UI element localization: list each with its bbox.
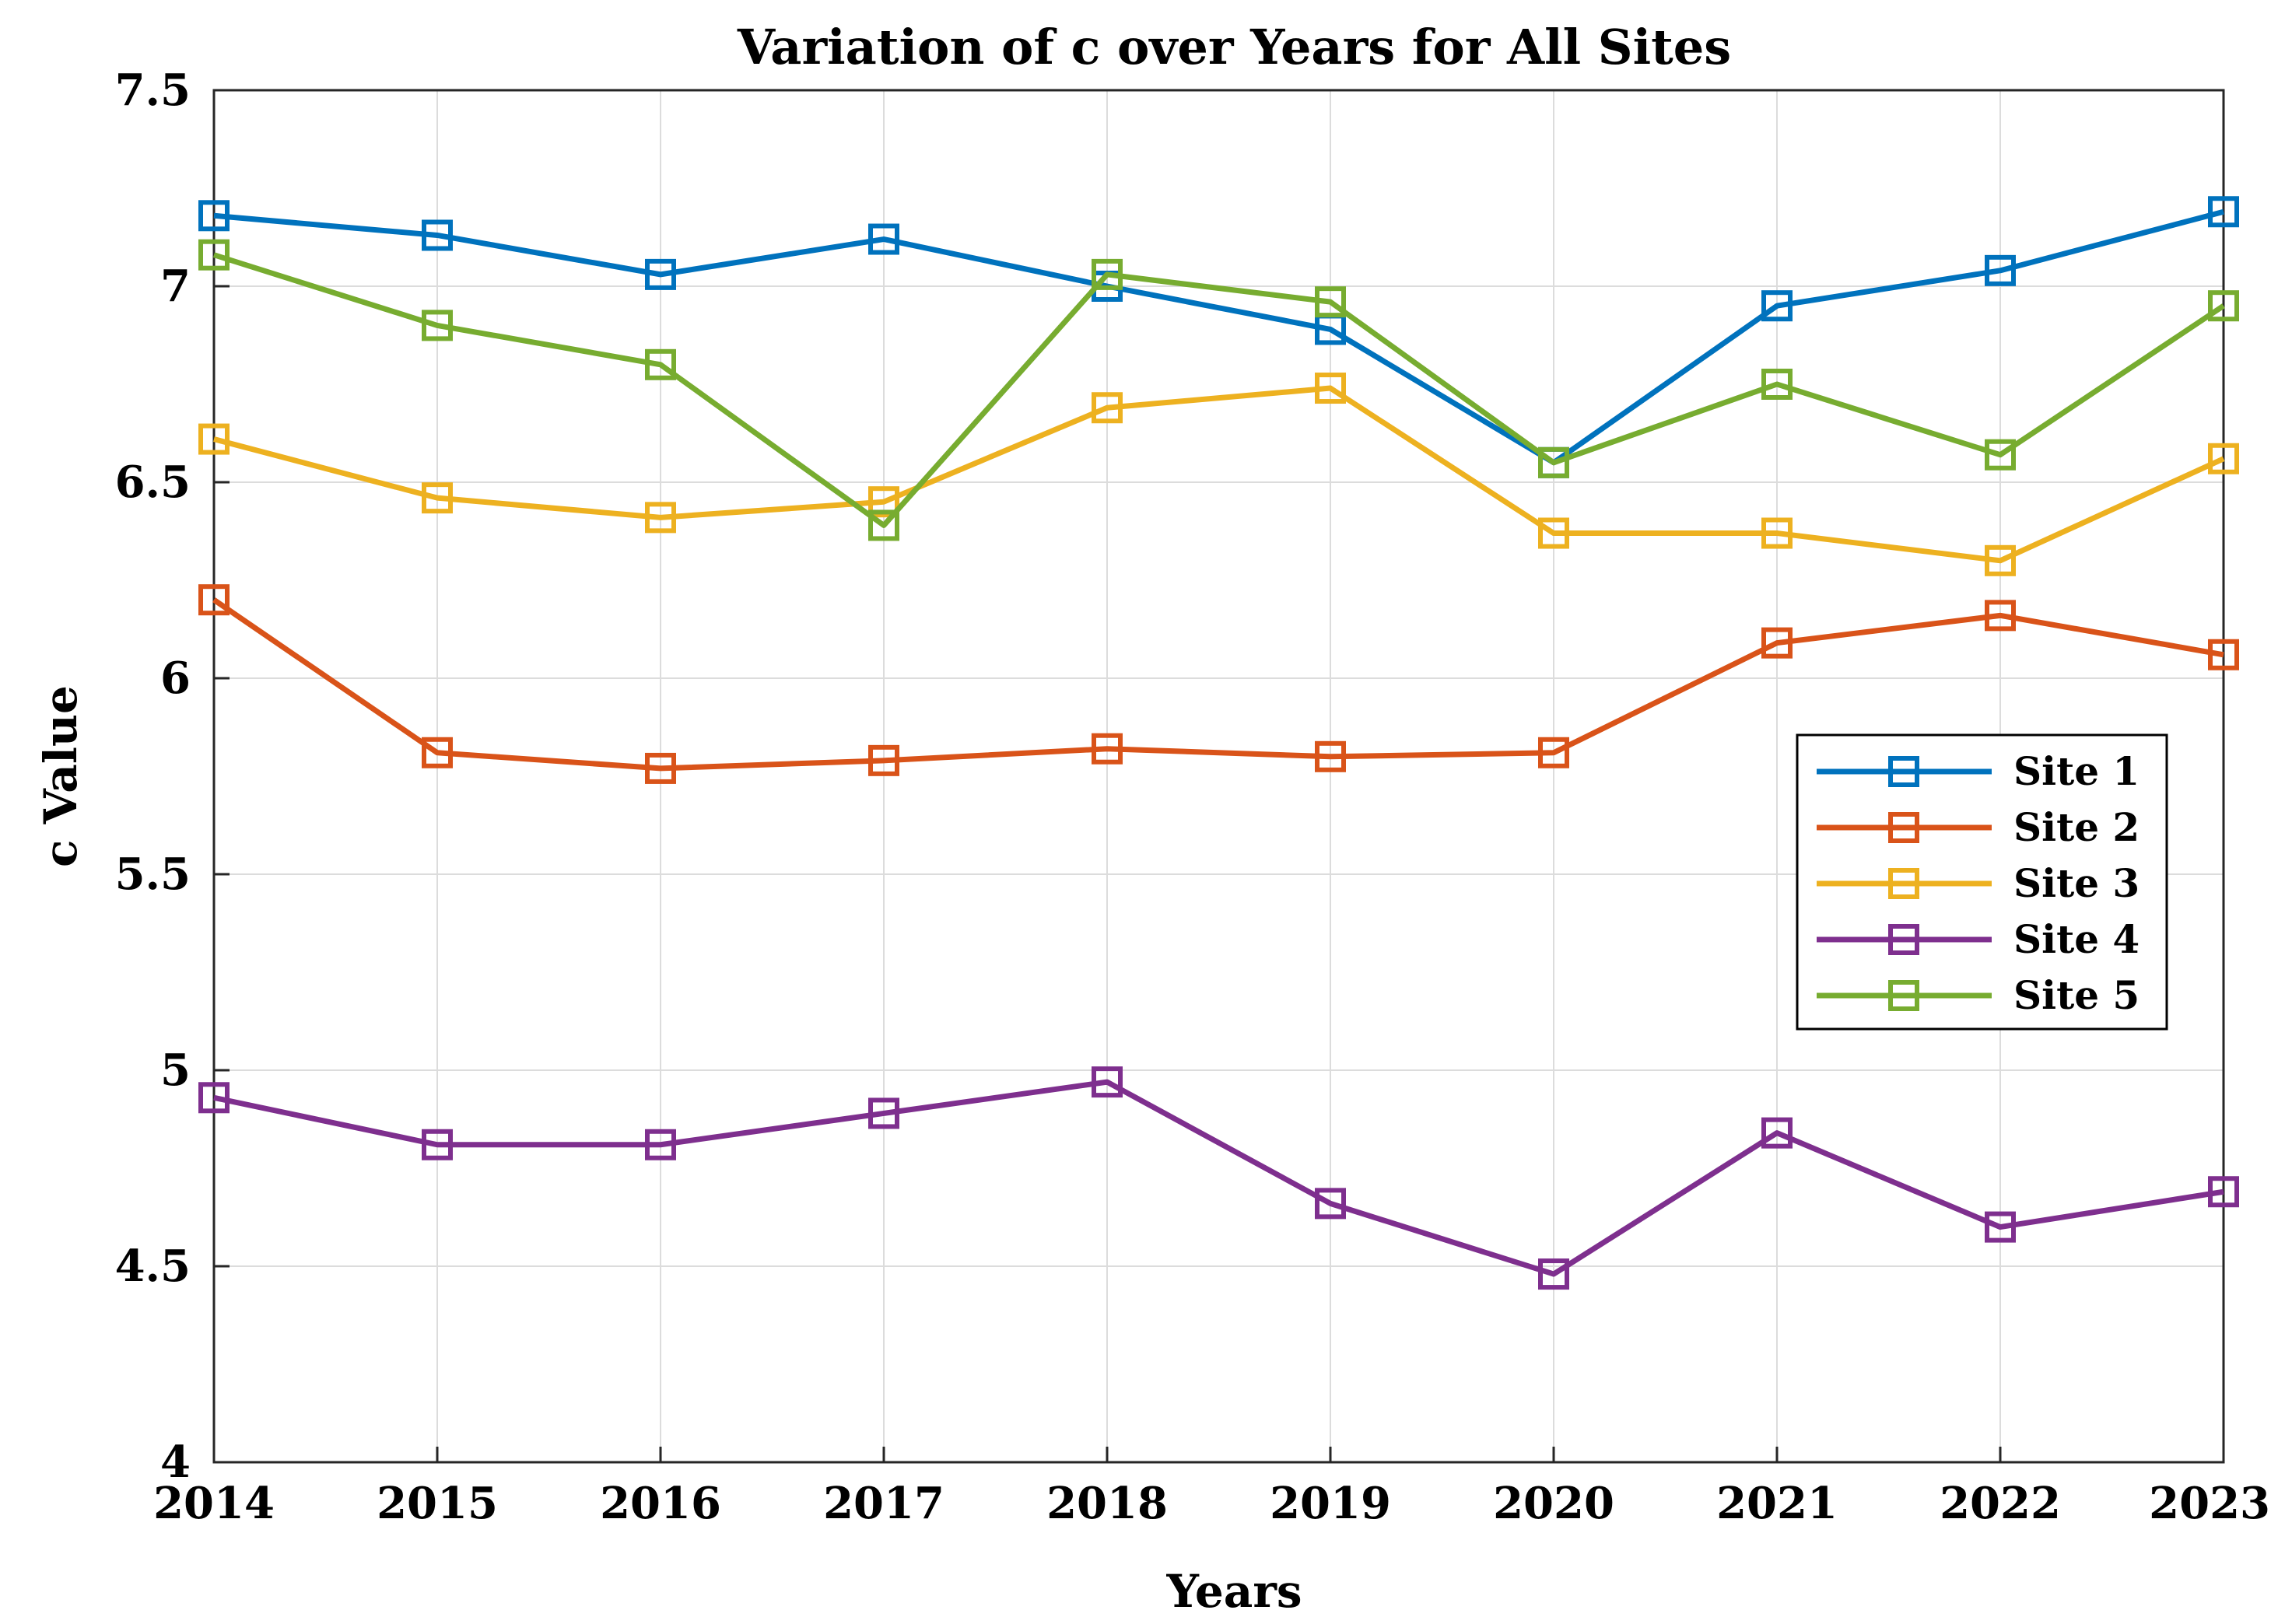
x-tick-label: 2019 — [1270, 1478, 1391, 1529]
y-tick-label: 4 — [160, 1437, 191, 1488]
legend-item: Site 1 — [1817, 748, 2140, 794]
legend-marker-swatch — [1888, 980, 1919, 1011]
data-point-marker — [1761, 627, 1793, 659]
x-tick-label: 2015 — [377, 1478, 498, 1529]
x-tick-label: 2021 — [1716, 1478, 1838, 1529]
data-point-marker — [1092, 392, 1123, 424]
data-point-marker — [1761, 517, 1793, 549]
legend-label: Site 5 — [2013, 972, 2140, 1018]
data-point-marker — [1092, 258, 1123, 290]
data-point-marker — [868, 223, 899, 255]
data-point-marker — [1538, 517, 1569, 549]
data-point-marker — [1538, 737, 1569, 768]
data-point-marker — [868, 744, 899, 776]
series-site-3 — [198, 373, 2239, 576]
x-tick-label: 2016 — [600, 1478, 721, 1529]
data-point-marker — [868, 486, 899, 518]
legend-label: Site 3 — [2013, 860, 2140, 906]
data-point-marker — [422, 219, 453, 251]
legend-item: Site 2 — [1817, 804, 2140, 850]
data-point-marker — [422, 482, 453, 514]
data-point-marker — [422, 1129, 453, 1160]
data-point-marker — [1315, 740, 1346, 772]
series-site-2 — [198, 584, 2239, 784]
data-point-marker — [645, 258, 676, 290]
legend-item: Site 4 — [1817, 916, 2140, 962]
x-tick-label: 2023 — [2149, 1478, 2270, 1529]
data-point-marker — [645, 348, 676, 380]
y-tick-label: 5 — [160, 1045, 191, 1096]
data-point-marker — [1315, 1188, 1346, 1220]
legend-label: Site 4 — [2013, 916, 2140, 962]
series-line — [212, 597, 2224, 772]
series-site-4 — [198, 1066, 2239, 1290]
data-point-marker — [198, 239, 230, 271]
data-point-marker — [1538, 1258, 1569, 1290]
data-point-marker — [1092, 1066, 1123, 1098]
legend-label: Site 2 — [2013, 804, 2140, 850]
data-point-marker — [2208, 1176, 2239, 1208]
y-tick-label: 5.5 — [115, 849, 191, 900]
data-point-marker — [1985, 600, 2016, 632]
series-site-5 — [198, 239, 2239, 541]
data-point-marker — [1315, 373, 1346, 404]
series-line — [213, 385, 2225, 564]
data-point-marker — [1315, 286, 1346, 318]
legend-marker-swatch — [1888, 924, 1919, 955]
data-point-marker — [1761, 1117, 1793, 1149]
data-point-marker — [198, 584, 230, 616]
data-point-marker — [198, 200, 230, 232]
legend-marker-swatch — [1888, 868, 1919, 899]
data-point-marker — [868, 1097, 899, 1129]
data-point-marker — [2208, 443, 2239, 474]
data-point-marker — [198, 1082, 230, 1114]
chart-title: Variation of c over Years for All Sites — [737, 19, 1731, 75]
series-lines — [198, 196, 2239, 1290]
y-tick-label: 4.5 — [115, 1241, 191, 1292]
data-point-marker — [645, 752, 676, 784]
legend: Site 1 Site 2 Site 3 Site 4 Site 5 — [1796, 733, 2168, 1031]
series-line — [213, 1079, 2224, 1277]
data-point-marker — [1985, 254, 2016, 286]
data-point-marker — [1538, 446, 1569, 478]
data-point-marker — [2208, 290, 2239, 322]
data-point-marker — [1985, 1211, 2016, 1243]
y-tick-label: 6 — [160, 653, 191, 704]
data-point-marker — [1985, 439, 2016, 471]
data-point-marker — [2208, 639, 2239, 670]
legend-marker-swatch — [1888, 812, 1919, 843]
y-tick-label: 7 — [160, 261, 191, 312]
data-point-marker — [1761, 290, 1793, 322]
y-tick-label: 6.5 — [115, 457, 191, 508]
legend-marker-swatch — [1888, 756, 1919, 787]
x-axis-label: Years — [1165, 1565, 1302, 1618]
x-tick-label: 2022 — [1940, 1478, 2061, 1529]
data-point-marker — [422, 310, 453, 341]
x-tick-label: 2018 — [1046, 1478, 1168, 1529]
series-line — [212, 252, 2225, 528]
data-point-marker — [1092, 733, 1123, 765]
legend-item: Site 5 — [1817, 972, 2140, 1018]
x-tick-label: 2014 — [153, 1478, 275, 1529]
x-tick-label: 2017 — [823, 1478, 944, 1529]
plot-area-frame — [212, 89, 2225, 1464]
series-line — [213, 208, 2224, 466]
axis-ticks: 2014 2015 2016 2017 2018 2019 2020 2021 2022 2023… — [115, 65, 2270, 1529]
data-point-marker — [2208, 196, 2239, 228]
data-point-marker — [198, 423, 230, 455]
data-point-marker — [1985, 544, 2016, 576]
data-point-marker — [645, 1129, 676, 1160]
data-point-marker — [645, 502, 676, 534]
data-point-marker — [1761, 369, 1793, 400]
legend-item: Site 3 — [1817, 860, 2140, 906]
data-point-marker — [422, 737, 453, 768]
data-point-marker — [868, 509, 899, 541]
y-tick-label: 7.5 — [115, 65, 191, 116]
legend-label: Site 1 — [2013, 748, 2140, 794]
y-axis-label: c Value — [34, 685, 87, 867]
x-tick-label: 2020 — [1493, 1478, 1614, 1529]
